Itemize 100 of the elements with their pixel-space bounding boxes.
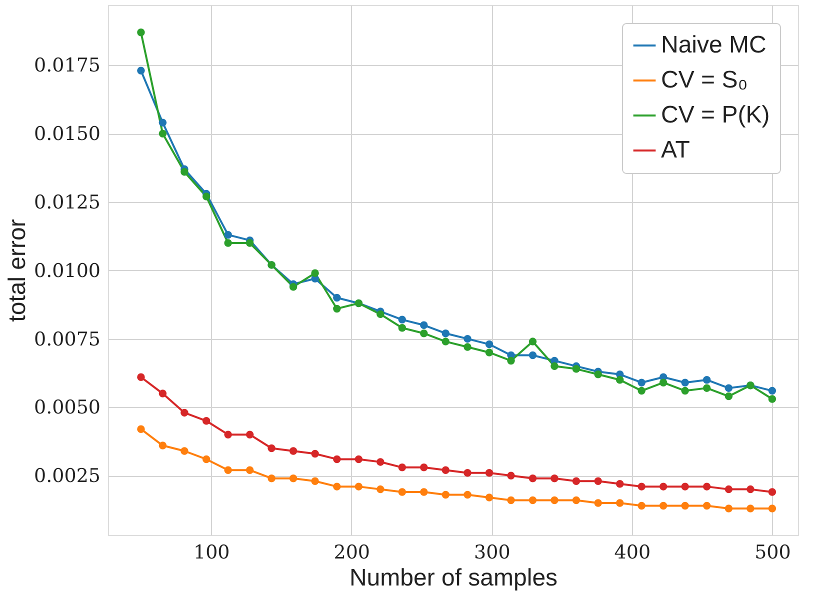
x-tick-label: 200	[334, 542, 370, 564]
point	[246, 430, 254, 438]
point	[616, 480, 624, 488]
point	[289, 282, 298, 291]
point	[768, 386, 776, 395]
point	[464, 343, 472, 351]
x-tick-label: 400	[614, 542, 651, 564]
point	[638, 482, 646, 490]
point	[311, 269, 319, 278]
point	[420, 321, 428, 329]
point	[485, 469, 494, 477]
point	[268, 444, 276, 452]
point	[202, 417, 210, 425]
point	[398, 464, 406, 472]
point	[485, 340, 494, 348]
point	[137, 373, 145, 381]
point	[681, 482, 689, 490]
point	[376, 485, 384, 494]
point	[180, 168, 188, 176]
legend-label: CV = P(K)	[661, 102, 770, 128]
point	[724, 485, 733, 494]
point	[507, 356, 515, 365]
x-axis-title: Number of samples	[349, 564, 558, 592]
point	[638, 378, 646, 386]
point	[616, 499, 624, 507]
point	[398, 316, 406, 324]
point	[768, 395, 776, 403]
point	[528, 338, 537, 346]
point	[507, 472, 515, 480]
point	[528, 496, 537, 504]
point	[659, 378, 668, 386]
point	[724, 504, 733, 512]
point	[137, 28, 145, 36]
point	[485, 494, 494, 502]
point	[224, 230, 232, 239]
point	[572, 477, 580, 485]
point	[420, 329, 428, 338]
point	[550, 362, 558, 370]
point	[550, 496, 558, 504]
point	[572, 365, 580, 373]
y-tick-label: 0.0150	[34, 123, 100, 146]
point	[702, 376, 711, 384]
point	[224, 239, 232, 247]
point	[158, 390, 167, 398]
point	[333, 294, 341, 302]
point	[746, 485, 754, 494]
point	[137, 425, 145, 433]
point	[180, 408, 188, 417]
point	[224, 430, 232, 438]
point	[746, 504, 754, 512]
point	[180, 447, 188, 455]
point	[550, 474, 558, 482]
point	[246, 239, 254, 247]
point	[311, 450, 319, 458]
point	[420, 488, 428, 496]
point	[268, 474, 276, 482]
point	[442, 338, 450, 346]
point	[724, 384, 733, 392]
point	[158, 442, 167, 450]
point	[681, 386, 689, 395]
point	[638, 386, 646, 395]
y-tick-label: 0.0125	[34, 192, 100, 214]
point	[354, 482, 363, 490]
point	[354, 455, 363, 464]
y-tick-label: 0.0050	[34, 396, 100, 419]
y-tick-label: 0.0025	[34, 465, 100, 488]
legend-label: CV = S₀	[661, 66, 748, 94]
point	[333, 482, 341, 490]
point	[594, 370, 602, 378]
x-tick-label: 300	[474, 542, 510, 564]
x-tick-label: 500	[754, 542, 791, 564]
point	[202, 192, 210, 200]
point	[202, 455, 210, 464]
point	[442, 490, 450, 499]
point	[376, 458, 384, 466]
point	[768, 504, 776, 512]
point	[702, 482, 711, 490]
point	[289, 474, 298, 482]
point	[572, 496, 580, 504]
point	[594, 499, 602, 507]
point	[398, 488, 406, 496]
x-tick-label: 100	[193, 542, 230, 564]
point	[333, 304, 341, 313]
point	[137, 66, 145, 75]
point	[158, 130, 167, 138]
point	[464, 469, 472, 477]
y-tick-label: 0.0175	[34, 54, 100, 77]
point	[289, 447, 298, 455]
point	[442, 466, 450, 474]
point	[768, 488, 776, 496]
point	[311, 477, 319, 485]
point	[659, 482, 668, 490]
point	[616, 376, 624, 384]
y-tick-label: 0.0100	[34, 260, 100, 282]
point	[333, 455, 341, 464]
point	[681, 502, 689, 510]
point	[224, 466, 232, 474]
y-tick-label: 0.0075	[34, 328, 100, 350]
point	[464, 334, 472, 343]
point	[507, 496, 515, 504]
